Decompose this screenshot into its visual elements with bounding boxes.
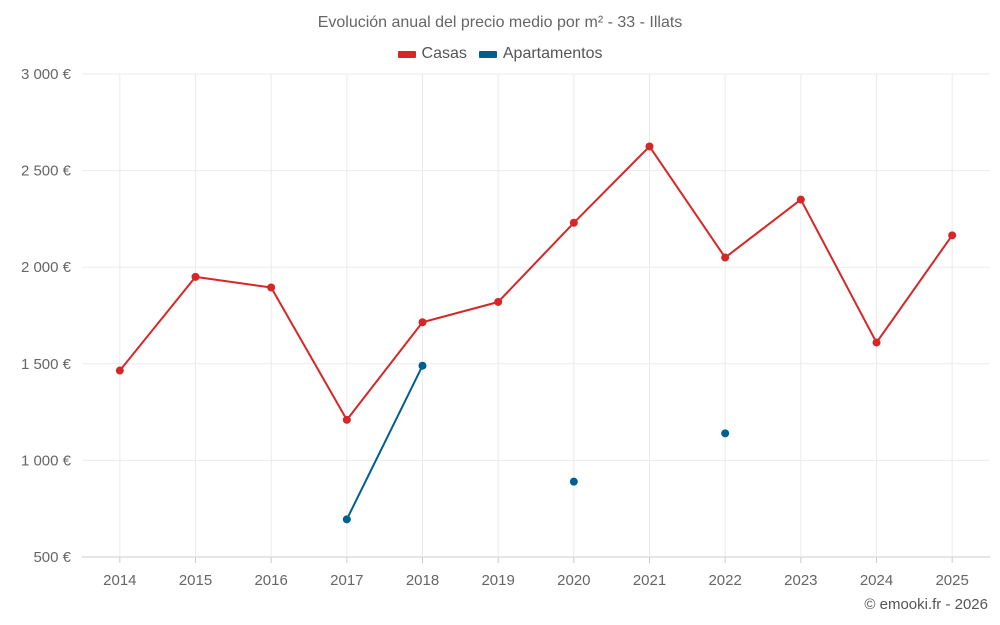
x-tick-label: 2022: [708, 572, 741, 589]
x-tick-label: 2020: [557, 572, 590, 589]
x-tick-label: 2024: [860, 572, 893, 589]
x-tick-label: 2023: [784, 572, 817, 589]
y-tick-label: 2 500 €: [21, 163, 72, 180]
legend-label-casas: Casas: [421, 45, 467, 62]
data-point-casas: [721, 253, 730, 262]
x-tick-label: 2014: [103, 572, 136, 589]
chart-title: Evolución anual del precio medio por m² …: [317, 14, 683, 31]
series-line-apartamentos: [345, 365, 424, 520]
data-point-casas: [342, 415, 351, 424]
data-point-apartamentos: [342, 515, 351, 524]
x-tick-label: 2015: [179, 572, 212, 589]
legend-item-casas[interactable]: Casas: [397, 45, 467, 63]
data-point-casas: [115, 366, 124, 375]
x-tick-label: 2016: [254, 572, 287, 589]
data-point-casas: [796, 195, 805, 204]
x-tick-label: 2019: [481, 572, 514, 589]
credit: © emooki.fr - 2026: [864, 596, 988, 613]
x-tick-label: 2017: [330, 572, 363, 589]
data-point-casas: [494, 297, 503, 306]
legend-item-apartamentos[interactable]: Apartamentos: [478, 45, 603, 63]
data-point-casas: [872, 338, 881, 347]
x-tick-label: 2025: [935, 572, 968, 589]
data-point-apartamentos: [418, 361, 427, 370]
y-tick-label: 1 000 €: [21, 452, 72, 469]
legend-swatch-casas: [397, 50, 416, 58]
data-point-apartamentos: [569, 477, 578, 486]
x-tick-label: 2021: [633, 572, 666, 589]
legend-swatch-apartamentos: [478, 50, 497, 58]
x-tick-label: 2018: [406, 572, 439, 589]
legend-label-apartamentos: Apartamentos: [502, 45, 603, 62]
series-line-casas: [119, 145, 953, 421]
y-tick-label: 500 €: [33, 549, 71, 566]
y-tick-label: 3 000 €: [21, 66, 72, 83]
y-tick-label: 1 500 €: [21, 356, 72, 373]
data-point-casas: [645, 142, 654, 151]
legend: Casas Apartamentos: [0, 45, 1000, 63]
data-point-casas: [948, 231, 957, 240]
data-point-casas: [191, 272, 200, 281]
y-tick-label: 2 000 €: [21, 259, 72, 276]
data-point-apartamentos: [721, 429, 730, 438]
data-point-casas: [418, 318, 427, 327]
data-point-casas: [569, 218, 578, 227]
data-point-casas: [267, 283, 276, 292]
